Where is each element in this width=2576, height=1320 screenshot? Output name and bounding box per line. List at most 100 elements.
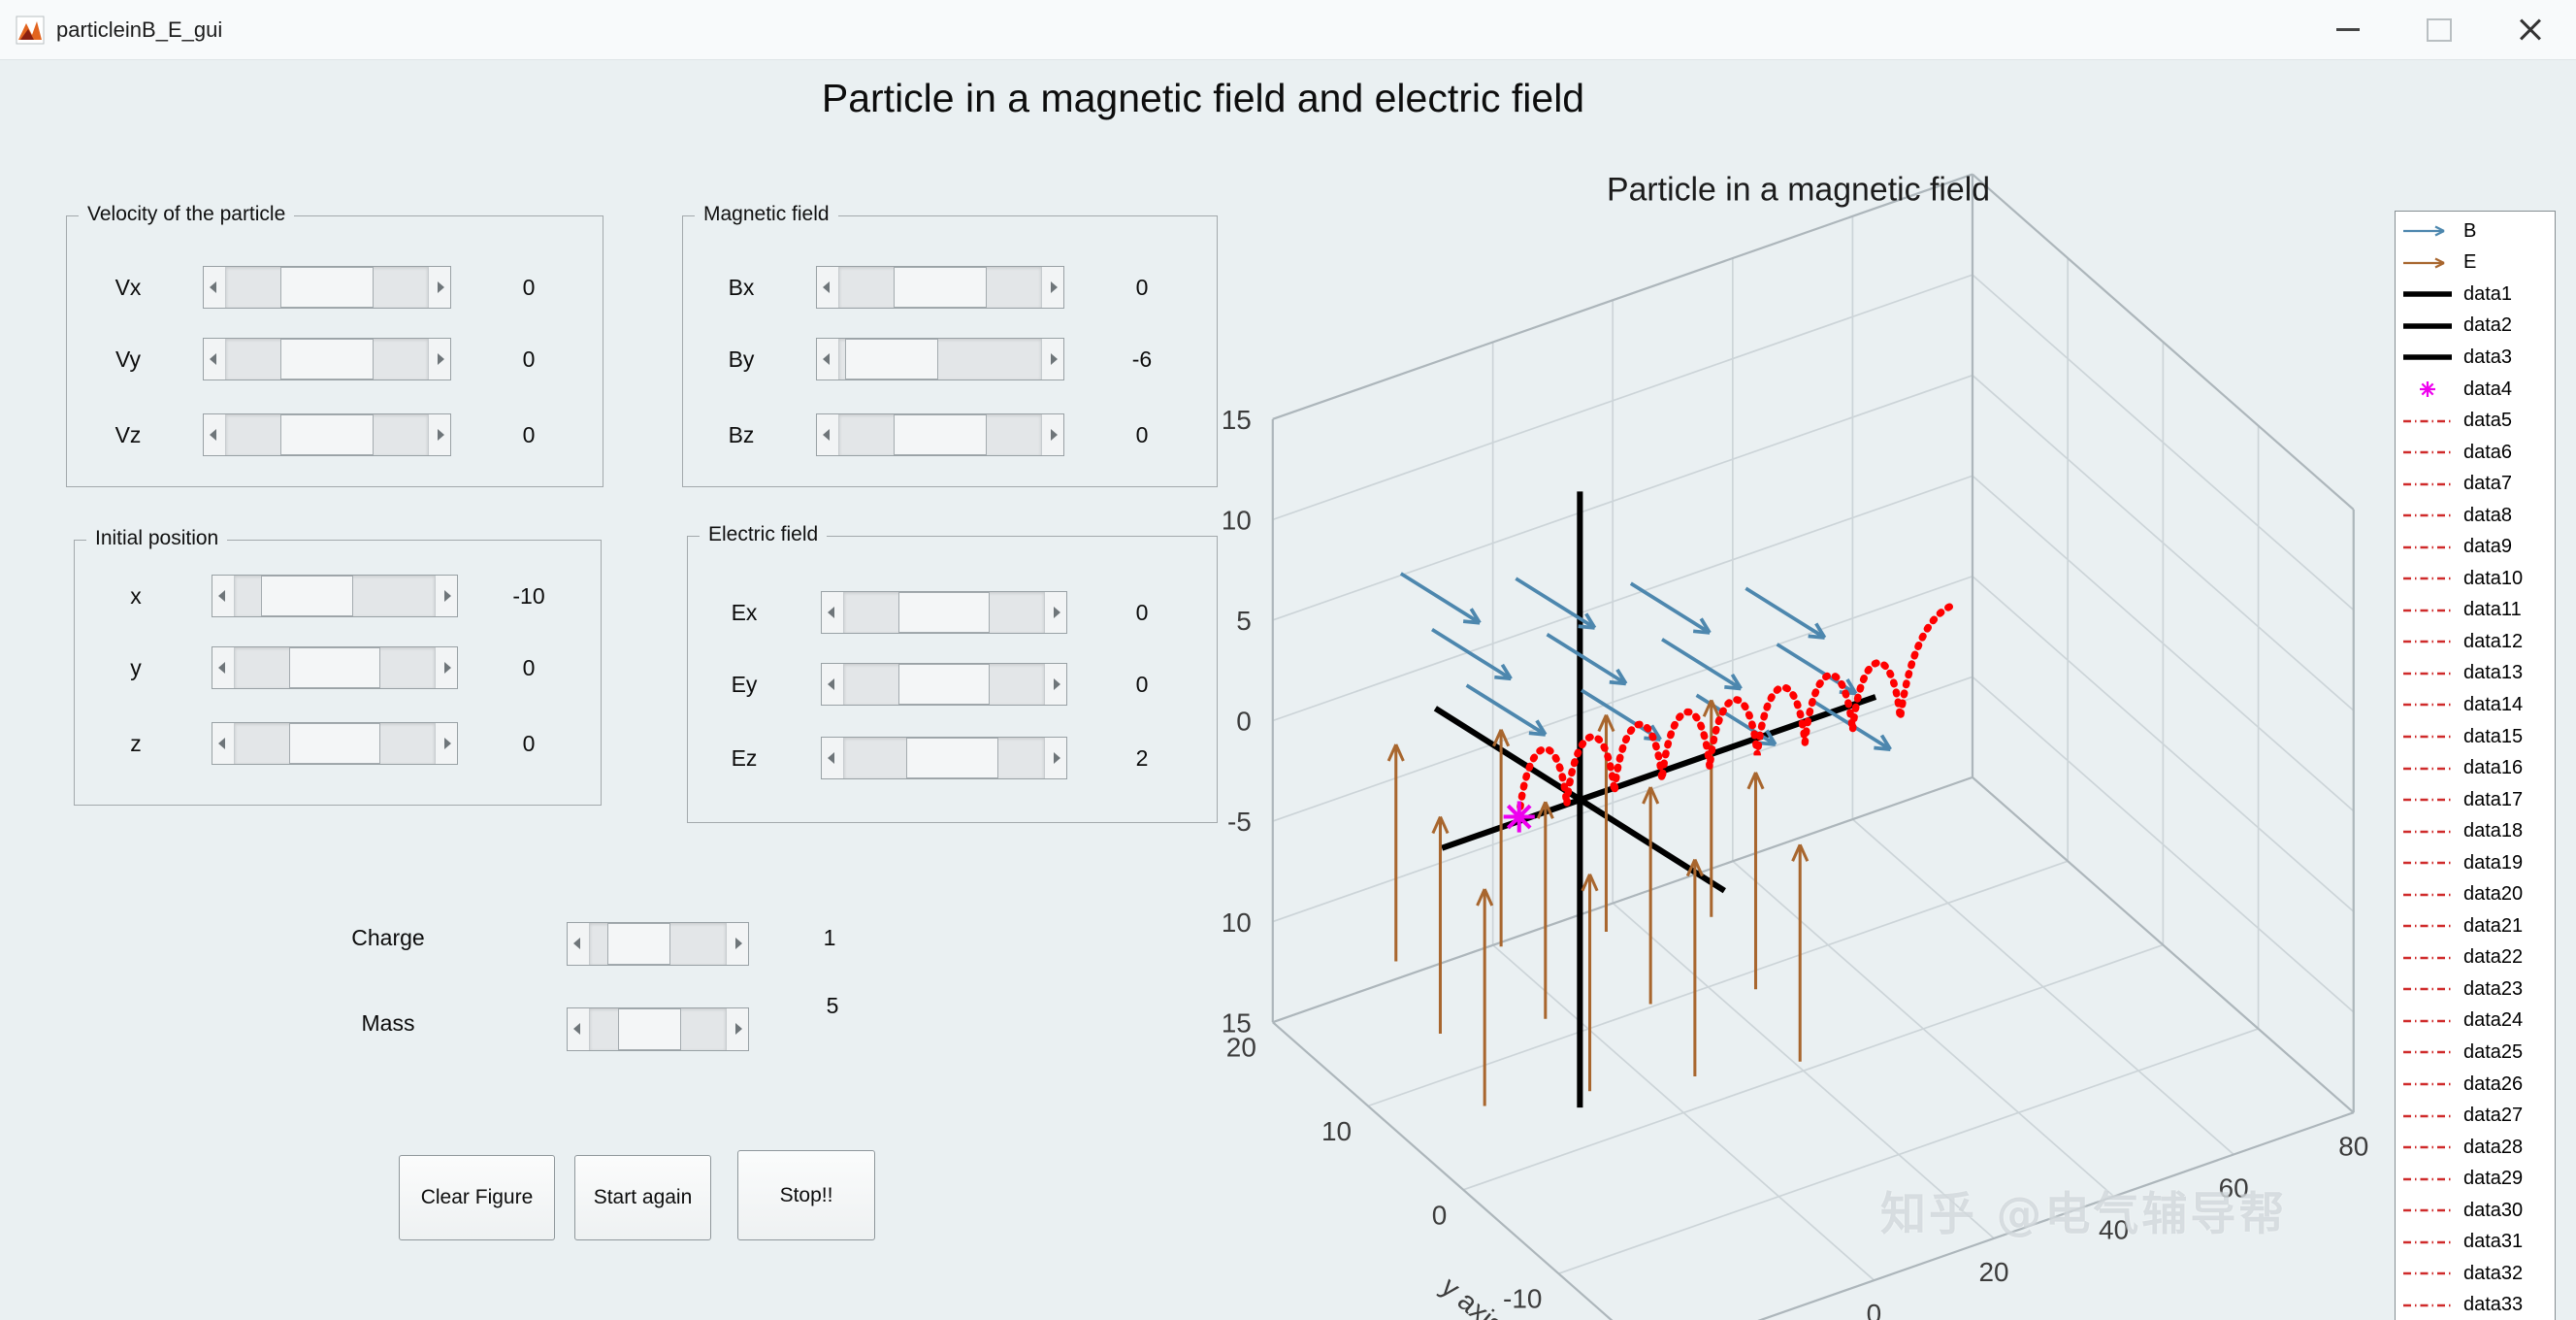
slider-track[interactable]	[590, 923, 726, 965]
legend-item[interactable]: data28	[2396, 1132, 2555, 1164]
slider-right-arrow[interactable]	[1044, 592, 1066, 633]
legend-item[interactable]: data16	[2396, 752, 2555, 784]
slider-thumb[interactable]	[897, 664, 991, 705]
legend-item[interactable]: data3	[2396, 342, 2555, 374]
slider-thumb[interactable]	[905, 738, 998, 778]
legend-item[interactable]: data29	[2396, 1163, 2555, 1195]
legend-item[interactable]: data7	[2396, 468, 2555, 500]
legend-item[interactable]: data5	[2396, 405, 2555, 437]
clear-figure-button[interactable]: Clear Figure	[399, 1155, 555, 1240]
legend-item[interactable]: data1	[2396, 279, 2555, 311]
slider-right-arrow[interactable]	[428, 267, 450, 308]
slider-left-arrow[interactable]	[822, 664, 844, 705]
slider-thumb[interactable]	[288, 647, 381, 688]
bx-slider[interactable]	[816, 266, 1064, 309]
close-button[interactable]	[2485, 0, 2576, 59]
slider-left-arrow[interactable]	[822, 592, 844, 633]
slider-left-arrow[interactable]	[568, 923, 590, 965]
legend-item[interactable]: data31	[2396, 1227, 2555, 1259]
vx-slider[interactable]	[203, 266, 451, 309]
slider-track[interactable]	[235, 647, 435, 688]
slider-track[interactable]	[839, 339, 1041, 380]
legend-item[interactable]: data17	[2396, 784, 2555, 816]
legend-item[interactable]: data19	[2396, 847, 2555, 879]
start-again-button[interactable]: Start again	[574, 1155, 711, 1240]
slider-track[interactable]	[235, 723, 435, 764]
mass-slider[interactable]	[567, 1007, 749, 1051]
slider-thumb[interactable]	[280, 267, 374, 308]
slider-right-arrow[interactable]	[435, 647, 457, 688]
legend-item[interactable]: data26	[2396, 1069, 2555, 1101]
legend-item[interactable]: data12	[2396, 626, 2555, 658]
legend-item[interactable]: data25	[2396, 1037, 2555, 1069]
x-slider[interactable]	[212, 575, 458, 617]
slider-thumb[interactable]	[897, 592, 991, 633]
minimize-button[interactable]	[2302, 0, 2394, 59]
legend-item[interactable]: data27	[2396, 1100, 2555, 1132]
slider-right-arrow[interactable]	[726, 1008, 748, 1050]
legend-item[interactable]: data9	[2396, 531, 2555, 563]
legend-item[interactable]: data33	[2396, 1290, 2555, 1320]
slider-right-arrow[interactable]	[435, 576, 457, 616]
bz-slider[interactable]	[816, 413, 1064, 456]
slider-right-arrow[interactable]	[1041, 339, 1063, 380]
legend-item[interactable]: data18	[2396, 815, 2555, 847]
by-slider[interactable]	[816, 338, 1064, 380]
slider-right-arrow[interactable]	[1041, 267, 1063, 308]
slider-thumb[interactable]	[607, 923, 670, 965]
slider-track[interactable]	[226, 414, 428, 455]
legend-item[interactable]: data23	[2396, 974, 2555, 1006]
slider-track[interactable]	[844, 592, 1044, 633]
vz-slider[interactable]	[203, 413, 451, 456]
slider-left-arrow[interactable]	[212, 723, 235, 764]
legend-item[interactable]: data30	[2396, 1195, 2555, 1227]
legend-item[interactable]: data13	[2396, 658, 2555, 690]
legend-item[interactable]: data22	[2396, 942, 2555, 974]
slider-left-arrow[interactable]	[212, 576, 235, 616]
slider-right-arrow[interactable]	[1044, 738, 1066, 778]
legend-item[interactable]: data20	[2396, 878, 2555, 910]
slider-right-arrow[interactable]	[1044, 664, 1066, 705]
charge-slider[interactable]	[567, 922, 749, 966]
slider-thumb[interactable]	[618, 1008, 681, 1050]
slider-right-arrow[interactable]	[726, 923, 748, 965]
slider-left-arrow[interactable]	[204, 339, 226, 380]
ex-slider[interactable]	[821, 591, 1067, 634]
slider-left-arrow[interactable]	[568, 1008, 590, 1050]
ey-slider[interactable]	[821, 663, 1067, 706]
slider-thumb[interactable]	[280, 414, 374, 455]
slider-thumb[interactable]	[280, 339, 374, 380]
slider-track[interactable]	[235, 576, 435, 616]
legend-item[interactable]: data15	[2396, 721, 2555, 753]
slider-left-arrow[interactable]	[212, 647, 235, 688]
y-slider[interactable]	[212, 646, 458, 689]
legend-item[interactable]: data8	[2396, 500, 2555, 532]
slider-left-arrow[interactable]	[204, 414, 226, 455]
slider-right-arrow[interactable]	[435, 723, 457, 764]
maximize-button[interactable]	[2394, 0, 2485, 59]
slider-track[interactable]	[226, 339, 428, 380]
slider-right-arrow[interactable]	[428, 339, 450, 380]
slider-track[interactable]	[839, 267, 1041, 308]
slider-track[interactable]	[844, 738, 1044, 778]
slider-right-arrow[interactable]	[1041, 414, 1063, 455]
slider-thumb[interactable]	[845, 339, 938, 380]
legend-item[interactable]: data21	[2396, 910, 2555, 942]
legend-item[interactable]: data2	[2396, 311, 2555, 343]
legend-item[interactable]: E	[2396, 248, 2555, 280]
slider-left-arrow[interactable]	[204, 267, 226, 308]
legend-item[interactable]: data11	[2396, 595, 2555, 627]
legend-item[interactable]: data6	[2396, 437, 2555, 469]
slider-left-arrow[interactable]	[817, 267, 839, 308]
stop-button[interactable]: Stop!!	[737, 1150, 875, 1240]
slider-right-arrow[interactable]	[428, 414, 450, 455]
legend-item[interactable]: data24	[2396, 1006, 2555, 1038]
z-slider[interactable]	[212, 722, 458, 765]
ez-slider[interactable]	[821, 737, 1067, 779]
legend-item[interactable]: data14	[2396, 689, 2555, 721]
slider-thumb[interactable]	[894, 267, 987, 308]
legend-item[interactable]: data4	[2396, 374, 2555, 406]
slider-left-arrow[interactable]	[822, 738, 844, 778]
slider-left-arrow[interactable]	[817, 339, 839, 380]
